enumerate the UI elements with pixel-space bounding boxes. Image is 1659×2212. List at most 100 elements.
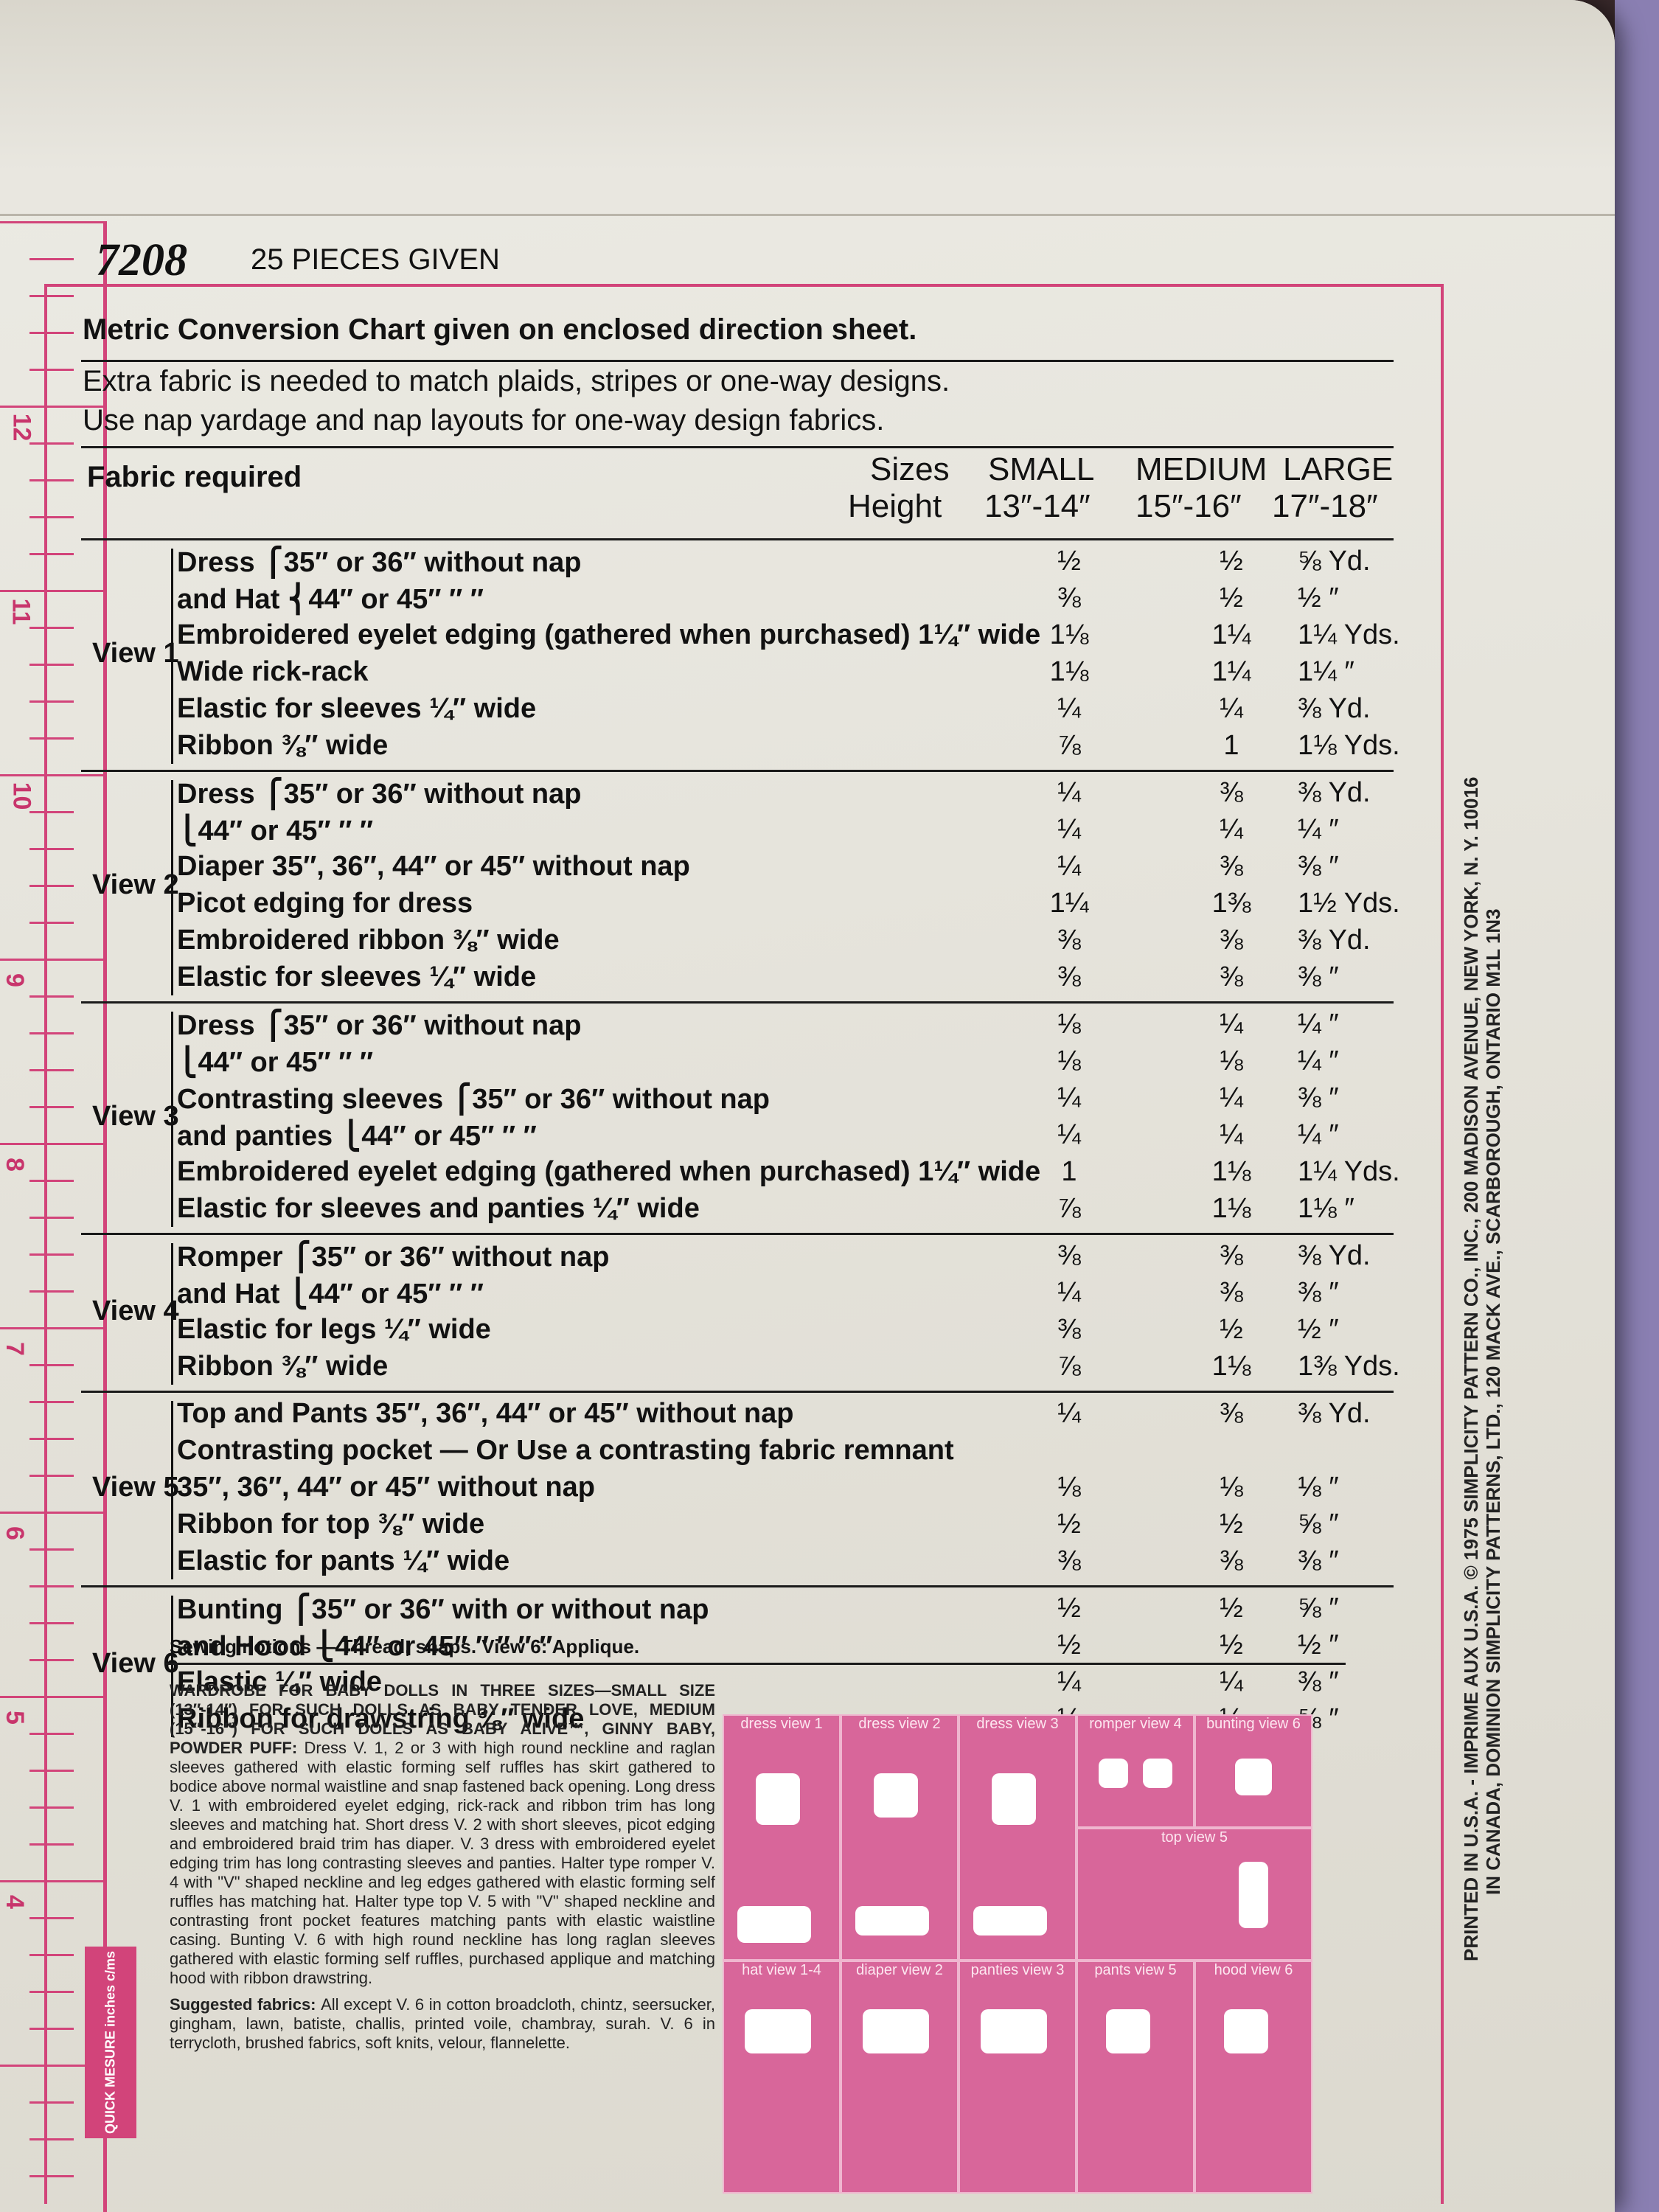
medium-yardage: ½	[1220, 1314, 1243, 1345]
diagram-label: top view 5	[1161, 1829, 1228, 1846]
ruler-tick	[29, 1733, 74, 1735]
ruler-tick	[0, 406, 103, 408]
ruler-number: 4	[0, 1895, 29, 1909]
ruler-tick	[29, 1438, 74, 1440]
ruler-tick	[29, 995, 74, 998]
ruler-tick	[29, 1180, 74, 1182]
small-yardage: ⅜	[1057, 582, 1081, 613]
small-yardage: ⅜	[1057, 1545, 1081, 1576]
row-label: Ribbon for top ⅜″ wide	[177, 1509, 485, 1540]
publisher-imprint: PRINTED IN U.S.A. - IMPRIME AUX U.S.A. ©…	[1460, 777, 1504, 1961]
row-label: Elastic for sleeves and panties ¼″ wide	[177, 1193, 700, 1224]
large-yardage: ⅜ ″	[1298, 1666, 1339, 1697]
row-label: Elastic for pants ¼″ wide	[177, 1545, 510, 1576]
ruler-tick	[29, 1364, 74, 1366]
small-yardage: 1	[1061, 1156, 1077, 1187]
pants-cell: pants view 5	[1077, 1961, 1194, 2194]
row-label: Diaper 35″, 36″, 44″ or 45″ without nap	[177, 851, 690, 882]
small-yardage: ¼	[1057, 1398, 1081, 1429]
imprint-line: PRINTED IN U.S.A. - IMPRIME AUX U.S.A. ©…	[1460, 776, 1482, 1961]
fabric-row: Ribbon ⅜″ wide ⅞ 1⅛ 1⅜ Yds.	[81, 1351, 1400, 1388]
fabric-row: Embroidered eyelet edging (gathered when…	[81, 1156, 1400, 1193]
small-yardage: ⅛	[1057, 1046, 1081, 1077]
ruler-tick	[29, 516, 74, 518]
medium-yardage: ½	[1220, 582, 1243, 613]
medium-yardage: ½	[1220, 1509, 1243, 1540]
description-body: Dress V. 1, 2 or 3 with high round neckl…	[170, 1739, 715, 1987]
small-yardage: ¼	[1057, 1277, 1081, 1308]
view-label: View 1	[92, 638, 179, 669]
medium-yardage: 1⅛	[1211, 1156, 1251, 1187]
ruler-tick	[29, 1585, 74, 1587]
row-label: and panties ⎩44″ or 45″ ″ ″	[177, 1121, 537, 1152]
small-yardage: ¼	[1057, 814, 1081, 845]
small-yardage: ½	[1057, 1593, 1081, 1624]
pattern-piece	[973, 1906, 1047, 1935]
height-small: 13″-14″	[984, 488, 1091, 524]
panties-cell: panties view 3	[959, 1961, 1077, 2194]
row-label: ⎩44″ or 45″ ″ ″	[177, 1047, 374, 1078]
large-yardage: 1½ Yds.	[1298, 888, 1400, 919]
ruler-tick	[0, 2065, 103, 2067]
medium-yardage: 1	[1223, 730, 1239, 761]
ruler-tick	[29, 1917, 74, 1919]
small-yardage: ½	[1057, 546, 1081, 577]
medium-yardage: ⅜	[1220, 1398, 1243, 1429]
fabric-row: Wide rick-rack 1⅛ 1¼ 1¼ ″	[81, 656, 1394, 693]
pattern-piece	[1224, 2009, 1268, 2053]
ruler-tick	[0, 1512, 103, 1514]
view-brace	[171, 1243, 182, 1385]
fabric-row: Elastic for sleeves ¼″ wide ⅜ ⅜ ⅜ ″	[81, 961, 1394, 998]
ruler-tick	[0, 1696, 103, 1698]
ruler-tick	[29, 885, 74, 887]
large-yardage: ⅜ ″	[1298, 1082, 1339, 1113]
view-label: View 6	[92, 1648, 179, 1679]
fabric-row: and panties ⎩44″ or 45″ ″ ″ ¼ ¼ ¼ ″	[81, 1119, 1394, 1156]
view-divider	[81, 1001, 1394, 1004]
ruler-number: 11	[7, 598, 35, 625]
large-yardage: ¼ ″	[1298, 814, 1339, 845]
ruler-tick	[29, 1069, 74, 1071]
ruler-tick	[29, 1659, 74, 1661]
imprint-line: IN CANADA, DOMINION SIMPLICITY PATTERNS,…	[1482, 908, 1504, 1895]
fabrics-label: Suggested fabrics:	[170, 1995, 316, 2014]
ruler-tick	[29, 1253, 74, 1256]
row-label: Elastic for sleeves ¼″ wide	[177, 693, 537, 724]
pattern-piece	[756, 1773, 800, 1825]
pattern-piece	[874, 1773, 918, 1818]
diaper-cell: diaper view 2	[841, 1961, 959, 2194]
sizes-label: Sizes	[870, 451, 950, 487]
ruler-tick	[29, 295, 74, 297]
large-yardage: 1⅜ Yds.	[1298, 1351, 1400, 1382]
chart-frame	[44, 284, 1444, 2204]
fabric-row: and Hat ⎩44″ or 45″ ″ ″ ¼ ⅜ ⅜ ″	[81, 1277, 1394, 1314]
row-label: Elastic for sleeves ¼″ wide	[177, 961, 537, 992]
row-label: Ribbon for drawstring ⅜″ wide	[177, 1703, 585, 1734]
large-yardage: ⅝ Yd.	[1298, 546, 1371, 577]
ruler-tick	[29, 1770, 74, 1772]
divider	[81, 360, 1394, 362]
large-yardage: ⅛ ″	[1298, 1472, 1339, 1503]
size-large: LARGE	[1283, 451, 1394, 487]
row-label: Picot edging for dress	[177, 888, 473, 919]
dress-view1-cell: dress view 1	[723, 1714, 841, 1961]
large-yardage: ½ ″	[1298, 582, 1339, 613]
row-label: Contrasting sleeves ⎧35″ or 36″ without …	[177, 1084, 770, 1115]
pattern-piece-diagram: dress view 1 dress view 2 dress view 3 r…	[723, 1714, 1312, 2194]
ruler-tick	[29, 2175, 74, 2177]
large-yardage: ⅜ Yd.	[1298, 693, 1371, 724]
row-label: Contrasting pocket — Or Use a contrastin…	[177, 1435, 954, 1466]
size-medium: MEDIUM	[1135, 451, 1267, 487]
large-yardage: ¼ ″	[1298, 1046, 1339, 1077]
ruler-tick	[29, 848, 74, 850]
fabric-row: Dress ⎧35″ or 36″ without nap ½ ½ ⅝ Yd.	[81, 546, 1394, 582]
ruler-tick	[29, 479, 74, 481]
pattern-envelope: 4 5 6 7 8 9 10 11 12 QUICK MESURE inches c/ms 72…	[0, 0, 1615, 2212]
large-yardage: 1⅛ Yds.	[1298, 730, 1400, 761]
view-label: View 5	[92, 1472, 179, 1503]
ruler-tick	[29, 332, 74, 334]
ruler-tick	[29, 369, 74, 371]
fabric-row: Dress ⎧35″ or 36″ without nap ⅛ ¼ ¼ ″	[81, 1009, 1394, 1046]
large-yardage: ⅝ ″	[1298, 1593, 1339, 1624]
pattern-description: WARDROBE FOR BABY DOLLS IN THREE SIZES—S…	[170, 1681, 715, 2060]
